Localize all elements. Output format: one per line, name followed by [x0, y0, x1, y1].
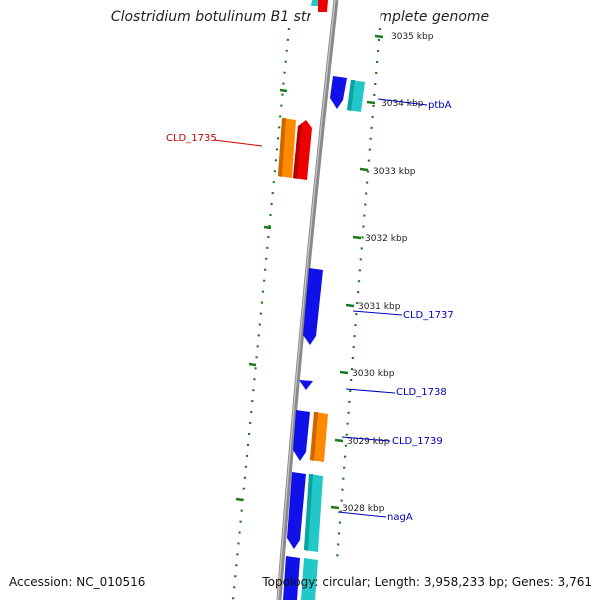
leader-ptbA	[377, 98, 428, 106]
ruler-tick	[359, 167, 369, 172]
ruler-tick	[345, 303, 355, 308]
ruler-label: 3032 kbp	[365, 234, 408, 244]
gene-CLD1735-red-edge	[293, 124, 302, 179]
gene-CLD1737-blue	[303, 268, 323, 345]
gene-label-CLD1738: CLD_1738	[396, 387, 447, 398]
leader-nagA	[337, 511, 387, 518]
inner-tick	[235, 497, 244, 502]
gene-red-top	[318, 0, 328, 12]
gene-cyan-bottom	[301, 558, 318, 600]
gene-nagA-blue	[287, 472, 306, 549]
gene-ptbA-cyan-edge	[347, 80, 355, 111]
ruler-tick	[352, 235, 362, 240]
ruler-labels: 3035 kbp 3034 kbp 3033 kbp 3032 kbp 3031…	[342, 32, 434, 514]
ruler-tick	[339, 370, 349, 375]
ruler-tick	[334, 438, 344, 443]
ruler-label: 3031 kbp	[358, 302, 401, 312]
gene-CLD1738-blue	[299, 380, 313, 390]
inner-ticks	[235, 88, 288, 502]
ruler-ticks	[330, 34, 384, 510]
ruler-tick	[366, 100, 376, 105]
gene-CLD1739-blue	[293, 410, 310, 461]
ruler-label: 3033 kbp	[373, 167, 416, 177]
gene-ptbA-blue	[330, 76, 347, 109]
ruler-label: 3034 kbp	[381, 99, 424, 109]
gene-label-CLD1739: CLD_1739	[392, 436, 443, 447]
gene-CLD1739-orange-edge	[310, 412, 318, 461]
label-leaders	[213, 98, 428, 518]
genome-summary-text: Topology: circular; Length: 3,958,233 bp…	[262, 575, 592, 589]
map-title: Clostridium botulinum B1 str. Okra, comp…	[110, 9, 490, 25]
ruler-label: 3029 kbp	[347, 437, 390, 447]
leader-CLD1738	[345, 388, 396, 394]
ruler-label: 3035 kbp	[391, 32, 434, 42]
gene-labels: ptbA CLD_1735 CLD_1737 CLD_1738 CLD_1739…	[166, 100, 454, 523]
leader-CLD1739	[341, 436, 391, 442]
leader-CLD1735	[213, 139, 263, 147]
gene-label-CLD1737: CLD_1737	[403, 310, 454, 321]
gene-label-nagA: nagA	[387, 512, 413, 523]
inner-tick	[279, 88, 288, 93]
accession-text: Accession: NC_010516	[9, 575, 146, 589]
genome-backbone-highlight	[277, 0, 336, 600]
ruler-tick	[330, 505, 340, 510]
genome-backbone	[276, 0, 339, 600]
gene-blue-bottom	[283, 556, 300, 600]
ruler-tick	[374, 34, 384, 39]
ruler-label: 3030 kbp	[352, 369, 395, 379]
gene-nagA-cyan-edge	[304, 474, 313, 551]
gene-label-ptbA: ptbA	[428, 100, 452, 111]
gene-CLD1735-orange-edge	[278, 118, 286, 177]
inner-tick	[248, 362, 257, 367]
inner-tick	[263, 225, 272, 230]
leader-CLD1737	[352, 310, 403, 316]
gene-label-CLD1735: CLD_1735	[166, 133, 217, 144]
gene-features	[278, 0, 365, 600]
ruler-label: 3028 kbp	[342, 504, 385, 514]
